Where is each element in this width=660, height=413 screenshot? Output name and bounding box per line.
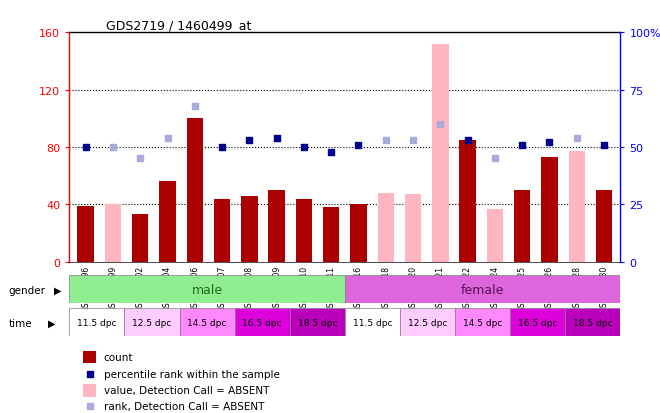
Point	[435, 121, 446, 128]
Bar	[241, 196, 257, 262]
Bar	[486, 209, 503, 262]
Bar	[105, 205, 121, 262]
Point	[408, 138, 418, 144]
Text: 11.5 dpc: 11.5 dpc	[77, 318, 117, 327]
Bar	[405, 195, 421, 262]
Text: ▶: ▶	[54, 285, 61, 295]
Bar	[159, 182, 176, 262]
Text: 18.5 dpc: 18.5 dpc	[298, 318, 337, 327]
Point	[135, 156, 145, 162]
Point	[544, 140, 555, 146]
Bar	[566, 309, 620, 337]
Bar	[323, 208, 339, 262]
Bar	[345, 275, 620, 304]
Bar	[290, 309, 345, 337]
Text: 11.5 dpc: 11.5 dpc	[352, 318, 392, 327]
Text: GDS2719 / 1460499_at: GDS2719 / 1460499_at	[106, 19, 251, 31]
Bar	[269, 191, 285, 262]
Point	[490, 156, 500, 162]
Text: 16.5 dpc: 16.5 dpc	[242, 318, 282, 327]
Bar	[132, 215, 148, 262]
Bar	[124, 309, 180, 337]
Bar	[400, 309, 455, 337]
Text: 14.5 dpc: 14.5 dpc	[463, 318, 502, 327]
Bar	[541, 158, 558, 262]
Point	[108, 145, 118, 151]
Bar	[214, 199, 230, 262]
Bar	[378, 193, 394, 262]
Text: percentile rank within the sample: percentile rank within the sample	[104, 369, 280, 379]
Point	[517, 142, 527, 149]
Point	[381, 138, 391, 144]
Point	[353, 142, 364, 149]
Point	[81, 145, 91, 151]
Bar	[345, 309, 400, 337]
Bar	[83, 385, 96, 396]
Bar	[455, 309, 510, 337]
Text: 14.5 dpc: 14.5 dpc	[187, 318, 227, 327]
Bar	[514, 191, 531, 262]
Text: rank, Detection Call = ABSENT: rank, Detection Call = ABSENT	[104, 401, 264, 411]
Bar	[187, 119, 203, 262]
Point	[244, 138, 255, 144]
Bar	[180, 309, 235, 337]
Bar	[235, 309, 290, 337]
Bar	[83, 351, 96, 363]
Point	[162, 135, 173, 142]
Point	[298, 145, 309, 151]
Bar	[296, 199, 312, 262]
Text: value, Detection Call = ABSENT: value, Detection Call = ABSENT	[104, 385, 269, 396]
Point	[326, 149, 337, 156]
Bar	[350, 205, 367, 262]
Text: female: female	[461, 283, 504, 296]
Point	[599, 142, 609, 149]
Bar	[596, 191, 612, 262]
Text: gender: gender	[9, 285, 46, 295]
Point	[189, 103, 200, 110]
Bar	[459, 140, 476, 262]
Point	[84, 403, 95, 410]
Text: male: male	[191, 283, 222, 296]
Bar	[568, 152, 585, 262]
Text: 16.5 dpc: 16.5 dpc	[518, 318, 558, 327]
Text: count: count	[104, 352, 133, 362]
Point	[216, 145, 227, 151]
Text: 18.5 dpc: 18.5 dpc	[573, 318, 612, 327]
Text: 12.5 dpc: 12.5 dpc	[408, 318, 447, 327]
Bar	[77, 206, 94, 262]
Point	[271, 135, 282, 142]
Point	[84, 371, 95, 377]
Bar	[510, 309, 566, 337]
Point	[463, 138, 473, 144]
Text: time: time	[9, 318, 32, 328]
Text: ▶: ▶	[48, 318, 55, 328]
Bar	[432, 45, 449, 262]
Bar	[69, 275, 345, 304]
Bar	[69, 309, 124, 337]
Text: 12.5 dpc: 12.5 dpc	[132, 318, 172, 327]
Point	[572, 135, 582, 142]
